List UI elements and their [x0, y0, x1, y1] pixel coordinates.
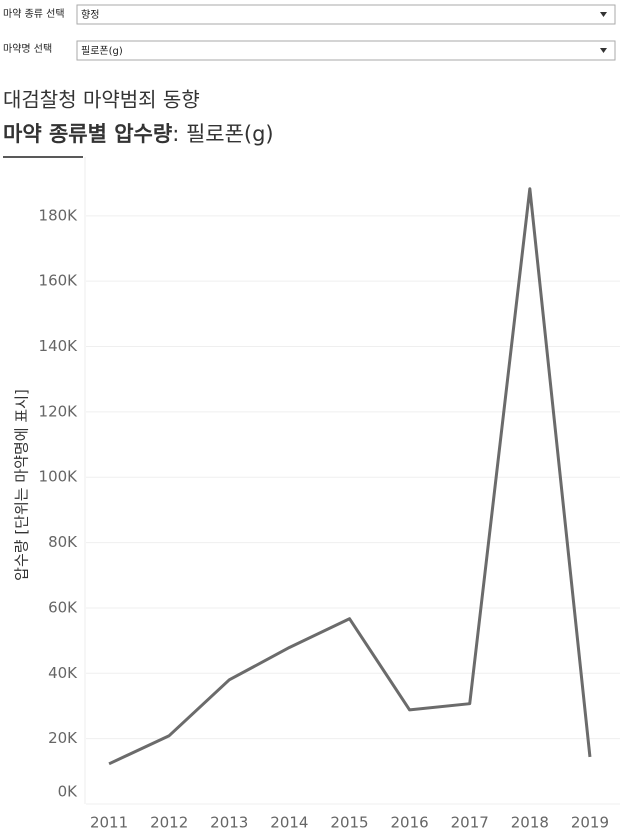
- dropdown-value[interactable]: 향정: [81, 9, 99, 21]
- x-tick-label: 2019: [571, 814, 609, 832]
- y-tick-label: 60K: [48, 598, 78, 616]
- y-tick-label: 120K: [39, 402, 79, 420]
- filter-label: 마약 종류 선택: [3, 8, 65, 20]
- subtitle: 마약 종류별 압수량: 필로폰(g): [3, 122, 274, 146]
- y-axis-label: 압수량 [단위는 마약명에 표시]: [13, 389, 31, 581]
- x-tick-label: 2017: [451, 814, 489, 832]
- y-tick-label: 80K: [48, 533, 78, 551]
- x-tick-label: 2014: [270, 814, 308, 832]
- y-tick-label: 160K: [39, 272, 79, 290]
- dropdown-value[interactable]: 필로폰(g): [81, 45, 123, 57]
- dropdown[interactable]: [76, 4, 616, 25]
- x-tick-label: 2016: [391, 814, 429, 832]
- y-tick-label: 180K: [39, 206, 79, 224]
- subtitle-bold: 마약 종류별 압수량: [3, 122, 172, 146]
- y-tick-label: 40K: [48, 664, 78, 682]
- x-tick-label: 2012: [150, 814, 188, 832]
- filter-label: 마약명 선택: [3, 43, 52, 55]
- dropdown-arrow[interactable]: [600, 12, 607, 17]
- subtitle-rest: : 필로폰(g): [172, 122, 273, 146]
- y-tick-label: 20K: [48, 729, 78, 747]
- x-tick-label: 2011: [90, 814, 128, 832]
- x-tick-label: 2015: [330, 814, 368, 832]
- title: 대검찰청 마약범죄 동향: [3, 88, 200, 112]
- line: [108, 187, 592, 766]
- x-tick-label: 2018: [511, 814, 549, 832]
- dropdown-arrow[interactable]: [600, 48, 607, 53]
- x-tick-label: 2013: [210, 814, 248, 832]
- y-tick-label: 140K: [39, 337, 79, 355]
- y-tick-label: 0K: [58, 783, 79, 801]
- dropdown[interactable]: [76, 40, 616, 61]
- y-tick-label: 100K: [39, 468, 79, 486]
